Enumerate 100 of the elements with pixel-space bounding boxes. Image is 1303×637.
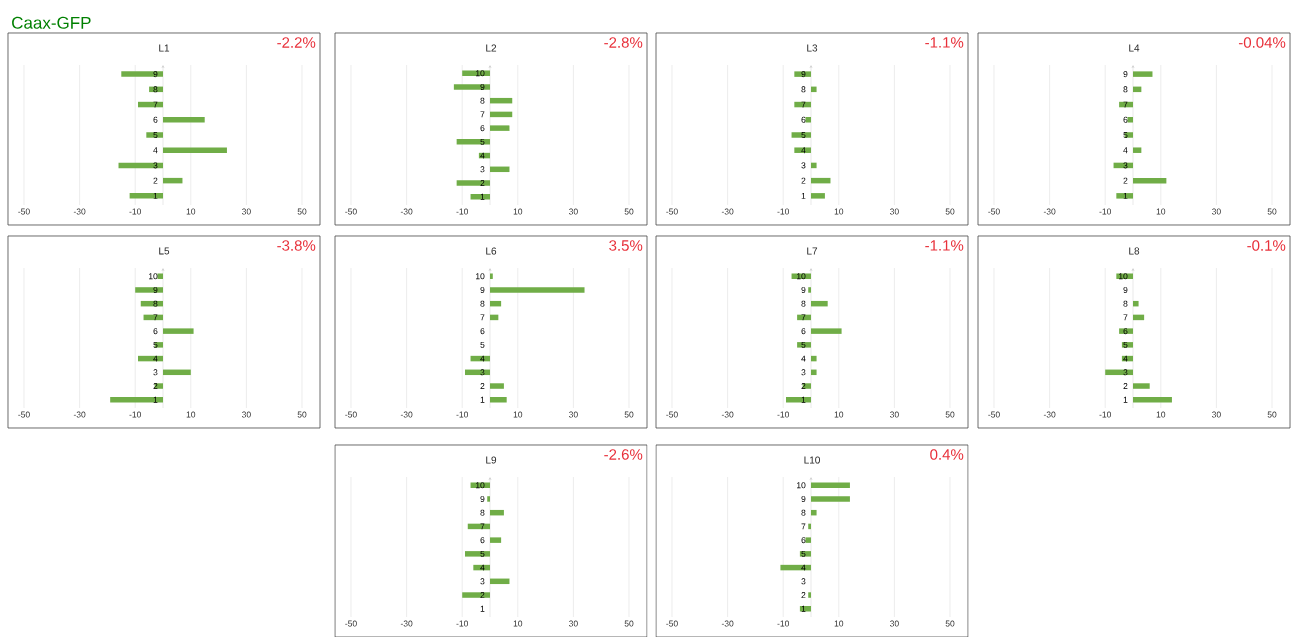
bar xyxy=(470,194,491,200)
y-tick-label: 3 xyxy=(480,578,485,585)
x-tick-label: 50 xyxy=(624,411,634,418)
bar xyxy=(811,328,842,334)
y-tick-label: 9 xyxy=(153,71,158,78)
bar xyxy=(490,509,504,516)
y-tick-label: 3 xyxy=(480,166,485,173)
chart-title: L10 xyxy=(804,456,820,464)
x-tick-label: -30 xyxy=(73,208,86,215)
x-tick-label: -50 xyxy=(18,208,30,215)
text: -0.04% xyxy=(1238,37,1286,48)
y-tick-label: 2 xyxy=(1123,177,1128,184)
y-tick-label: 4 xyxy=(480,564,485,571)
bar xyxy=(808,287,812,293)
x-tick-label: -30 xyxy=(400,208,413,215)
y-tick-label: 4 xyxy=(153,147,158,154)
y-tick-label: 1 xyxy=(480,605,485,612)
y-tick-label: 7 xyxy=(153,101,158,108)
y-tick-label: 9 xyxy=(1123,71,1128,78)
x-tick-label: 30 xyxy=(569,620,578,627)
y-tick-label: 3 xyxy=(801,369,806,376)
y-tick-label: 5 xyxy=(480,138,485,145)
y-tick-label: 6 xyxy=(1123,328,1128,335)
chart-subtitle: Caax-GFP xyxy=(12,16,91,29)
x-tick-label: -10 xyxy=(129,208,142,215)
bar xyxy=(794,147,812,153)
y-tick-label: 10 xyxy=(148,273,158,280)
x-tick-label: 10 xyxy=(186,411,196,418)
bar xyxy=(490,397,507,403)
bar xyxy=(163,147,227,153)
y-tick-label: 8 xyxy=(1123,300,1128,307)
bar xyxy=(456,180,491,186)
bar xyxy=(811,162,817,169)
y-tick-label: 1 xyxy=(480,396,485,403)
text: -3.8% xyxy=(277,240,316,251)
y-tick-label: 4 xyxy=(480,152,485,159)
x-tick-label: 50 xyxy=(945,411,955,418)
bar xyxy=(135,287,163,293)
y-tick-label: 5 xyxy=(801,550,806,557)
bar xyxy=(791,273,812,279)
x-tick-label: -50 xyxy=(988,411,1000,418)
y-tick-label: 9 xyxy=(1123,286,1128,293)
y-tick-label: 5 xyxy=(153,341,158,348)
x-tick-label: -10 xyxy=(1099,411,1112,418)
bar xyxy=(462,592,491,598)
bar xyxy=(1133,177,1167,184)
y-tick-label: 6 xyxy=(480,125,485,132)
bar xyxy=(799,551,812,557)
text: -0.1% xyxy=(1247,240,1286,251)
y-tick-label: 1 xyxy=(153,396,158,403)
y-tick-label: 8 xyxy=(153,300,158,307)
bar xyxy=(791,132,812,138)
bar xyxy=(490,97,513,104)
x-tick-label: -10 xyxy=(777,620,790,627)
y-tick-label: 10 xyxy=(797,482,806,489)
y-tick-label: 6 xyxy=(801,537,806,544)
x-tick-label: -50 xyxy=(345,620,357,627)
y-tick-label: 3 xyxy=(801,162,806,169)
text: -2.8% xyxy=(604,37,643,48)
y-tick-label: 9 xyxy=(801,495,806,502)
bar xyxy=(464,551,491,557)
y-tick-label: 5 xyxy=(1123,132,1128,138)
bar xyxy=(811,369,817,376)
chart-title: L7 xyxy=(807,247,818,255)
bar xyxy=(1133,71,1153,77)
chart-title: L3 xyxy=(807,44,818,52)
text: -2.2% xyxy=(277,37,316,48)
bar xyxy=(1116,193,1134,199)
bar xyxy=(811,482,850,488)
y-tick-label: 6 xyxy=(153,116,158,123)
chart-title: L6 xyxy=(486,247,497,255)
y-tick-label: 5 xyxy=(480,341,485,348)
y-tick-label: 9 xyxy=(801,286,806,293)
bar xyxy=(490,287,585,293)
x-tick-label: 10 xyxy=(1156,208,1166,215)
y-tick-label: 7 xyxy=(801,314,806,321)
y-tick-label: 2 xyxy=(801,592,806,598)
x-tick-label: -50 xyxy=(18,411,30,418)
x-tick-label: -10 xyxy=(456,411,469,418)
bar xyxy=(811,355,817,362)
y-tick-label: 7 xyxy=(480,111,485,118)
y-tick-label: 10 xyxy=(797,273,806,280)
text: -2.6% xyxy=(604,449,643,460)
y-tick-label: 8 xyxy=(480,300,485,307)
x-tick-label: 30 xyxy=(1212,208,1221,215)
x-tick-label: 50 xyxy=(297,411,307,418)
x-tick-label: 30 xyxy=(242,208,251,215)
y-tick-label: 8 xyxy=(153,86,158,93)
bar xyxy=(129,193,163,199)
x-tick-label: 30 xyxy=(569,208,578,215)
x-tick-label: -30 xyxy=(721,411,734,418)
x-tick-label: -50 xyxy=(666,208,678,215)
chart-title: L8 xyxy=(1129,247,1140,255)
bar xyxy=(811,193,825,199)
x-tick-label: 10 xyxy=(186,208,196,215)
bar xyxy=(456,139,491,145)
y-tick-label: 8 xyxy=(801,86,806,93)
y-tick-label: 4 xyxy=(153,355,158,362)
x-tick-label: -30 xyxy=(73,411,86,418)
bar xyxy=(462,70,491,76)
